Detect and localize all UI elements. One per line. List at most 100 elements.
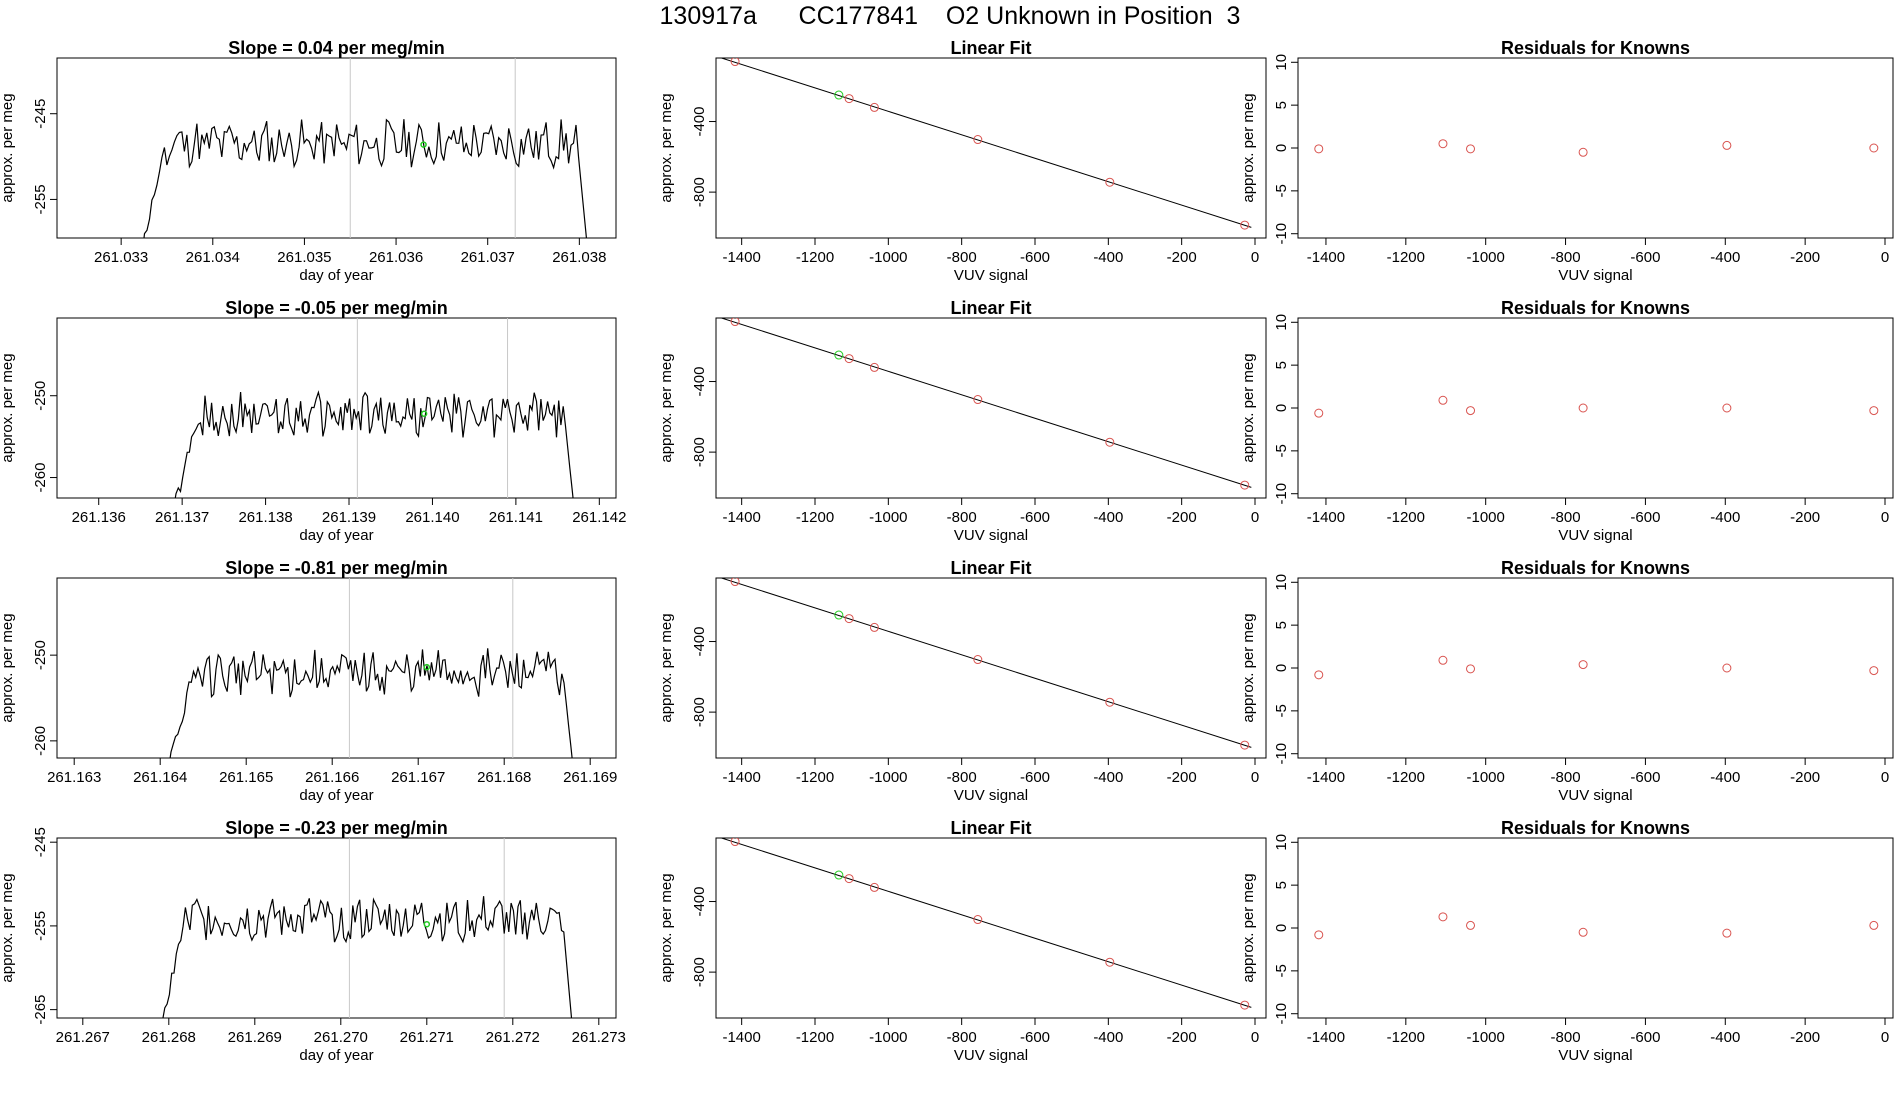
panel-4-1: Slope = -0.23 per meg/min 261.267 261.268 2… <box>0 818 626 1064</box>
data-trace <box>169 648 573 758</box>
panel-1-1: Slope = 0.04 per meg/min 261.033 261.034 26… <box>0 38 617 284</box>
y-tick-label: 10 <box>1273 574 1290 591</box>
x-tick-label: -800 <box>947 769 977 786</box>
residual-point <box>1722 403 1732 413</box>
panel-title: Slope = -0.23 per meg/min <box>225 818 448 838</box>
x-tick-label: 261.272 <box>486 1029 540 1046</box>
x-tick-label: -1000 <box>1466 1029 1504 1046</box>
residual-point <box>1314 144 1324 154</box>
panel-3-2: Linear Fit -1400 -1200 -1000 -800 -600 -400 -20… <box>658 558 1267 804</box>
x-tick-label: -1400 <box>722 769 760 786</box>
unknown-highlight-point <box>420 141 427 148</box>
plot-area <box>174 318 574 498</box>
residual-point <box>1578 403 1588 413</box>
y-tick-label: -400 <box>691 627 708 657</box>
data-trace <box>143 118 588 238</box>
panel-title: Residuals for Knowns <box>1501 38 1690 58</box>
x-tick-label: -1000 <box>869 509 907 526</box>
residual-point <box>1314 930 1324 940</box>
plot-frame <box>56 57 617 239</box>
x-tick-label: 261.168 <box>477 769 531 786</box>
known-point <box>844 874 854 884</box>
x-tick-label: 261.137 <box>155 509 209 526</box>
residual-point <box>1869 406 1879 416</box>
x-tick-label: -400 <box>1710 249 1740 266</box>
known-point <box>869 102 879 112</box>
residual-point <box>1314 408 1324 418</box>
x-tick-label: -400 <box>1093 509 1123 526</box>
x-tick-label: -600 <box>1020 1029 1050 1046</box>
y-tick-label: 0 <box>1273 144 1290 152</box>
x-tick-label: 261.166 <box>305 769 359 786</box>
x-tick-label: -1200 <box>1387 1029 1425 1046</box>
fit-line <box>721 58 1252 228</box>
panel-title: Linear Fit <box>950 818 1031 838</box>
x-tick-label: 0 <box>1881 249 1889 266</box>
y-tick-label: 5 <box>1273 101 1290 109</box>
y-tick-label: -800 <box>691 177 708 207</box>
x-axis-label: VUV signal <box>954 1047 1028 1064</box>
x-tick-label: 261.271 <box>400 1029 454 1046</box>
x-tick-label: -600 <box>1630 1029 1660 1046</box>
x-tick-label: -600 <box>1630 249 1660 266</box>
x-tick-label: -600 <box>1020 509 1050 526</box>
y-tick-label: -800 <box>691 957 708 987</box>
y-tick-label: 5 <box>1273 881 1290 889</box>
panel-title: Slope = -0.05 per meg/min <box>225 298 448 318</box>
residual-point <box>1869 666 1879 676</box>
known-point <box>1105 697 1115 707</box>
known-point <box>1240 220 1250 230</box>
x-tick-label: -1200 <box>796 509 834 526</box>
x-tick-label: 261.169 <box>563 769 617 786</box>
y-tick-label: 10 <box>1273 834 1290 851</box>
known-point <box>869 362 879 372</box>
residual-point <box>1438 655 1448 665</box>
x-tick-label: -800 <box>947 509 977 526</box>
x-tick-label: -200 <box>1167 769 1197 786</box>
x-tick-label: -400 <box>1093 769 1123 786</box>
x-tick-label: -1200 <box>796 1029 834 1046</box>
x-tick-label: -600 <box>1020 249 1050 266</box>
plot-frame <box>715 577 1267 759</box>
known-point <box>844 94 854 104</box>
plot-frame <box>1297 577 1894 759</box>
plot-area <box>1314 395 1879 418</box>
y-axis-label: approx. per meg <box>1240 93 1257 202</box>
x-tick-label: 0 <box>1251 509 1259 526</box>
y-axis-label: approx. per meg <box>658 873 675 982</box>
y-tick-label: -245 <box>32 99 49 129</box>
y-tick-label: -255 <box>32 911 49 941</box>
known-point <box>730 318 740 327</box>
x-tick-label: -1400 <box>1307 509 1345 526</box>
x-tick-label: -1000 <box>1466 509 1504 526</box>
x-tick-label: -1000 <box>869 249 907 266</box>
y-tick-label: 10 <box>1273 54 1290 71</box>
known-point <box>973 915 983 925</box>
x-tick-label: -1000 <box>869 769 907 786</box>
x-axis-label: day of year <box>299 787 373 804</box>
known-point <box>730 838 740 847</box>
panel-3-1: Slope = -0.81 per meg/min 261.163 261.164 2… <box>0 558 617 804</box>
residual-point <box>1578 147 1588 157</box>
unknown-point <box>834 350 844 360</box>
x-axis-label: day of year <box>299 267 373 284</box>
panel-1-3: Residuals for Knowns-1400 -1200 -1000 -800-… <box>1240 38 1894 284</box>
x-tick-label: 261.036 <box>369 249 423 266</box>
residual-point <box>1722 140 1732 150</box>
plot-frame <box>56 317 617 499</box>
y-tick-label: -250 <box>32 381 49 411</box>
x-axis-label: VUV signal <box>1558 267 1632 284</box>
plot-area <box>143 58 588 238</box>
panel-title: Slope = -0.81 per meg/min <box>225 558 448 578</box>
plot-frame <box>1297 837 1894 1019</box>
y-tick-label: -260 <box>32 463 49 493</box>
y-tick-label: -265 <box>32 995 49 1025</box>
y-axis-label: approx. per meg <box>1240 873 1257 982</box>
x-tick-label: 261.038 <box>552 249 606 266</box>
x-tick-label: 261.167 <box>391 769 445 786</box>
residual-point <box>1466 920 1476 930</box>
x-tick-label: -200 <box>1790 769 1820 786</box>
x-tick-label: -1000 <box>1466 249 1504 266</box>
y-tick-label: 10 <box>1273 314 1290 331</box>
y-axis-label: approx. per meg <box>0 613 16 722</box>
